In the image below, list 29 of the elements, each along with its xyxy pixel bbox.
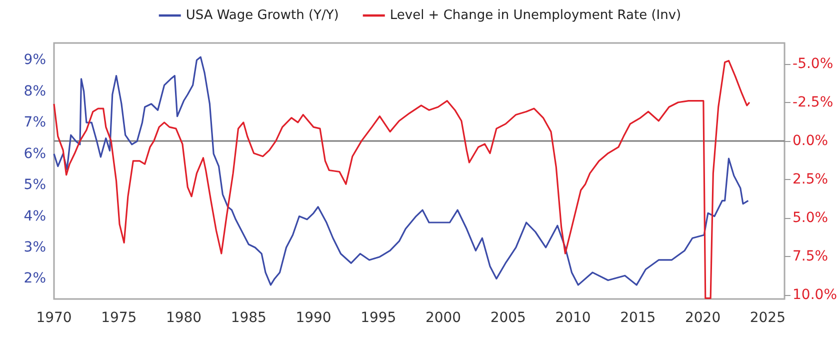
x-tick-label: 1990 xyxy=(296,310,332,326)
y2-tick-label: 5.0% xyxy=(792,210,828,226)
y-tick-label: 9% xyxy=(24,52,46,68)
y2-tick-label: 7.5% xyxy=(792,248,828,265)
x-tick-label: 1985 xyxy=(230,310,266,326)
y-tick-label: 7% xyxy=(24,114,46,131)
x-tick-label: 2010 xyxy=(555,310,591,326)
x-tick-label: 1995 xyxy=(360,310,396,326)
y-tick-label: 6% xyxy=(24,146,46,162)
legend-label: USA Wage Growth (Y/Y) xyxy=(186,8,339,23)
y2-tick-label: 0.0% xyxy=(792,132,828,149)
y2-tick-label: -5.0% xyxy=(792,56,834,72)
x-tick-label: 1970 xyxy=(36,310,72,326)
x-tick-label: 2020 xyxy=(684,310,721,326)
legend-label: Level + Change in Unemployment Rate (Inv) xyxy=(390,8,682,23)
x-tick-label: 1975 xyxy=(101,310,137,326)
y-tick-label: 5% xyxy=(24,177,46,194)
x-tick-label: 2005 xyxy=(490,310,526,326)
y-tick-label: 8% xyxy=(24,83,46,100)
x-tick-label: 2015 xyxy=(620,310,656,326)
x-tick-label: 2000 xyxy=(425,310,462,326)
x-tick-label: 1980 xyxy=(166,310,202,326)
x-tick-label: 2025 xyxy=(750,310,786,326)
y2-tick-label: 10.0% xyxy=(792,287,838,304)
y-tick-label: 4% xyxy=(24,208,46,224)
y-tick-label: 3% xyxy=(24,239,46,256)
y-tick-label: 2% xyxy=(24,270,46,287)
y2-tick-label: -2.5% xyxy=(792,94,834,110)
y2-tick-label: 2.5% xyxy=(792,171,828,188)
